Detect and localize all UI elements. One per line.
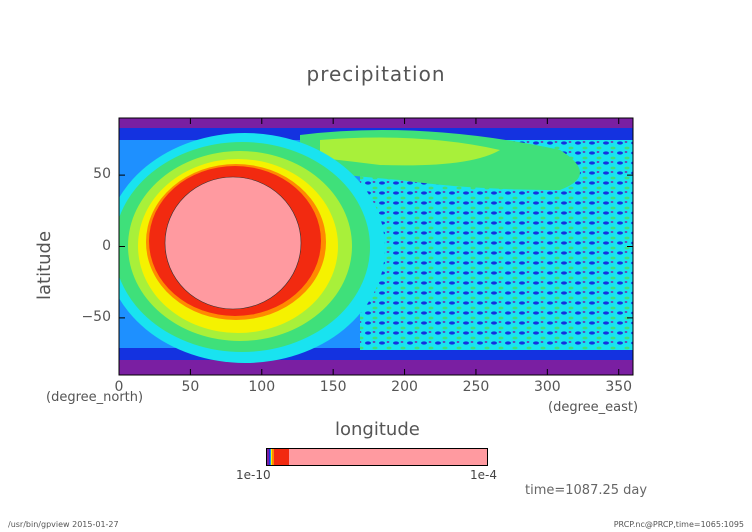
x-axis-ticks	[118, 118, 620, 375]
colorbar-segment	[267, 449, 269, 465]
chart-title: precipitation	[306, 62, 446, 86]
x-tick-label: 300	[533, 379, 561, 395]
y-tick-label: 0	[102, 237, 111, 254]
y-axis-label: latitude	[34, 230, 55, 300]
x-axis-label: longitude	[335, 419, 420, 440]
colorbar	[266, 448, 488, 466]
footer-left: /usr/bin/gpview 2015-01-27	[8, 520, 119, 529]
field-south-band	[119, 358, 633, 375]
precipitation-field	[119, 118, 633, 375]
colorbar-segment	[269, 449, 270, 465]
x-tick-label: 100	[248, 379, 276, 395]
colorbar-max-label: 1e-4	[470, 468, 497, 482]
footer-right: PRCP.nc@PRCP,time=1065:1095	[613, 520, 744, 529]
x-axis-unit: (degree_east)	[548, 400, 639, 415]
x-tick-label: 200	[391, 379, 418, 395]
y-axis-ticks	[119, 174, 633, 319]
y-tick-label: 50	[93, 166, 111, 183]
x-tick-label: 250	[462, 379, 490, 395]
colorbar-frame	[266, 448, 488, 466]
colorbar-min-label: 1e-10	[236, 468, 271, 482]
colorbar-segment	[272, 449, 274, 465]
colorbar-segment	[270, 449, 271, 465]
time-annotation: time=1087.25 day	[525, 483, 648, 498]
colorbar-segment	[274, 449, 289, 465]
x-tick-label: 50	[181, 379, 200, 395]
x-tick-label: 150	[319, 379, 347, 395]
x-tick-label: 0	[114, 379, 124, 395]
y-tick-label: −50	[81, 308, 111, 325]
colorbar-segment	[289, 449, 487, 465]
contour-max	[164, 176, 302, 310]
colorbar-segment	[271, 449, 272, 465]
y-axis-unit: (degree_north)	[46, 390, 144, 405]
x-tick-label: 350	[605, 379, 633, 395]
